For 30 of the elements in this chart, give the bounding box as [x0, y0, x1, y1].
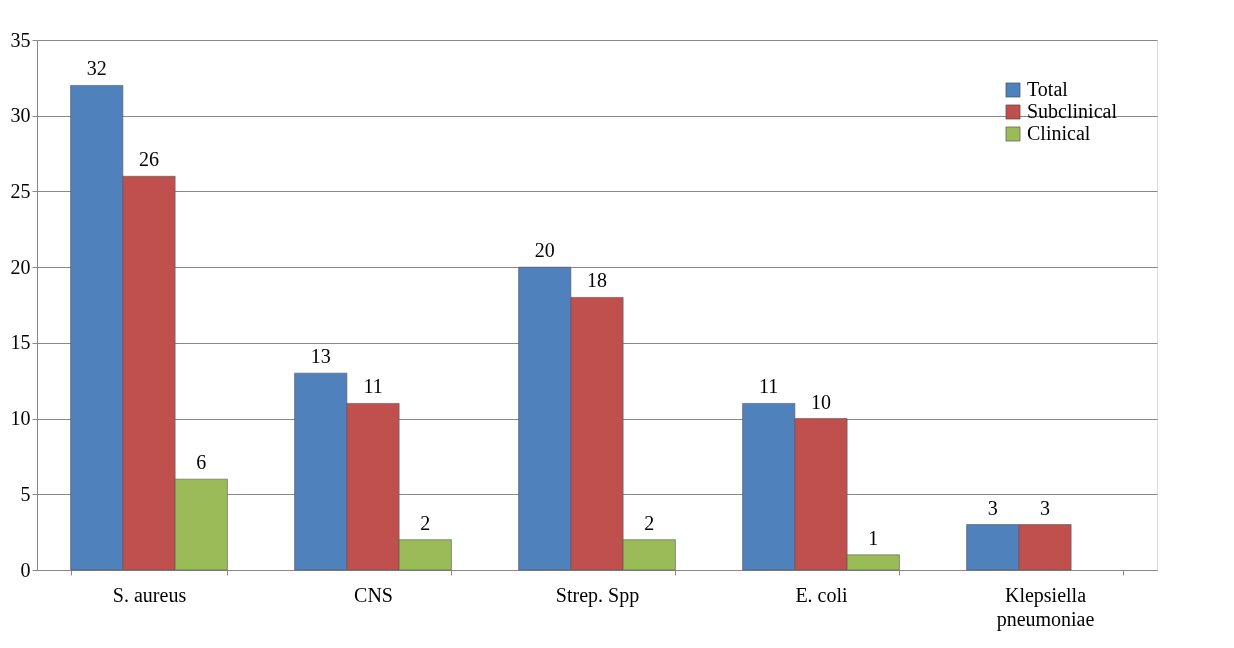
y-tick-label: 10 — [10, 407, 31, 430]
y-tick-label: 20 — [10, 255, 31, 278]
y-tick-label: 5 — [20, 482, 31, 505]
legend-label: Total — [1027, 78, 1069, 100]
legend-label: Subclinical — [1027, 100, 1118, 122]
data-label: 11 — [759, 375, 779, 398]
x-tick-label: S. aureus — [112, 583, 187, 606]
data-label: 2 — [420, 511, 431, 534]
data-label: 3 — [987, 496, 998, 519]
x-tick-label: CNS — [354, 583, 393, 606]
data-label: 18 — [587, 269, 607, 292]
x-tick-label: E. coli — [795, 583, 849, 606]
legend-label: Clinical — [1027, 122, 1091, 144]
x-tick-label: Klepsiella pneumoniae — [996, 583, 1095, 631]
data-label: 11 — [363, 375, 383, 398]
y-tick-label: 0 — [20, 558, 31, 581]
data-label: 13 — [310, 345, 331, 368]
data-label: 20 — [534, 239, 555, 262]
data-label: 26 — [139, 148, 159, 171]
data-label: 2 — [644, 511, 655, 534]
data-label: 6 — [196, 451, 207, 474]
data-label: 32 — [86, 57, 107, 80]
y-tick-label: 15 — [10, 331, 31, 354]
x-tick-label: Strep. Spp — [555, 583, 640, 607]
data-label: 1 — [868, 526, 879, 549]
data-label: 10 — [811, 390, 831, 413]
y-tick-label: 25 — [10, 179, 31, 202]
y-tick-label: 30 — [10, 104, 31, 127]
y-tick-label: 35 — [10, 28, 31, 51]
data-label: 3 — [1040, 496, 1050, 519]
